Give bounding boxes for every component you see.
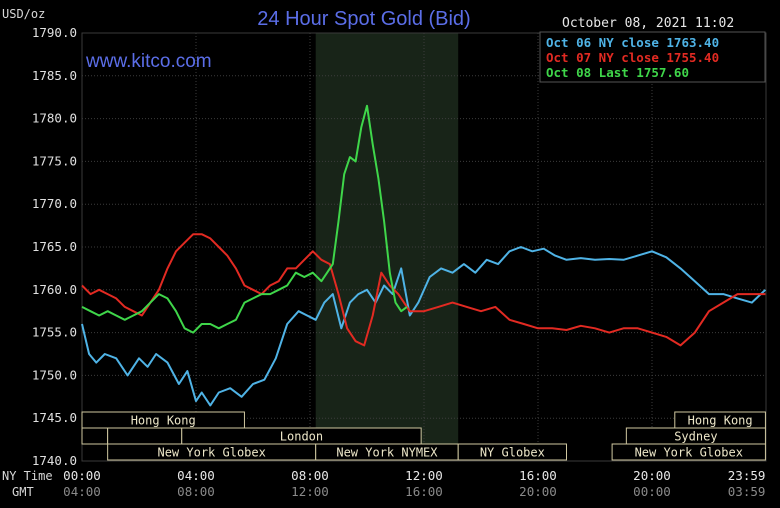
x-tick-ny: 08:00 — [291, 468, 329, 483]
y-tick-label: 1780.0 — [32, 111, 77, 126]
y-axis-label: USD/oz — [2, 7, 45, 21]
y-axis-ticks: 1790.0 1785.0 1780.0 1775.0 1770.0 1765.0 1760… — [32, 25, 77, 468]
x-tick-gmt: 16:00 — [405, 484, 443, 499]
legend-oct08: Oct 08 Last 1757.60 — [546, 65, 689, 80]
y-tick-label: 1740.0 — [32, 453, 77, 468]
x-tick-gmt: 00:00 — [633, 484, 671, 499]
y-tick-label: 1785.0 — [32, 68, 77, 83]
legend-oct06: Oct 06 NY close 1763.40 — [546, 35, 719, 50]
x-tick-gmt: 08:00 — [177, 484, 215, 499]
y-tick-label: 1745.0 — [32, 410, 77, 425]
session-label: Sydney — [674, 430, 717, 444]
y-tick-label: 1750.0 — [32, 367, 77, 382]
plot-frame — [81, 32, 767, 462]
market-sessions: Hong Kong London New York Globex New York N… — [81, 411, 766, 461]
x-tick-gmt: 12:00 — [291, 484, 329, 499]
session-label: Hong Kong — [131, 414, 196, 428]
ny-time-row-label: NY Time — [2, 469, 53, 483]
session-box — [81, 427, 109, 445]
x-tick-ny: 20:00 — [633, 468, 671, 483]
session-label: London — [280, 430, 323, 444]
x-tick-ny: 00:00 — [63, 468, 101, 483]
session-box — [457, 443, 568, 461]
chart-title: 24 Hour Spot Gold (Bid) — [257, 8, 470, 30]
chart-datetime: October 08, 2021 11:02 — [562, 16, 734, 31]
session-label: New York NYMEX — [336, 446, 438, 460]
y-tick-label: 1760.0 — [32, 282, 77, 297]
session-label: New York Globex — [157, 446, 265, 460]
x-tick-ny: 23:59 — [728, 468, 766, 483]
y-tick-label: 1765.0 — [32, 239, 77, 254]
x-tick-gmt: 04:00 — [63, 484, 101, 499]
y-tick-label: 1755.0 — [32, 325, 77, 340]
gmt-row-label: GMT — [12, 485, 34, 499]
x-axis-ticks: 00:0004:0004:0008:0008:0012:0012:0016:00… — [63, 468, 765, 499]
y-tick-label: 1770.0 — [32, 196, 77, 211]
series-line-2 — [81, 104, 408, 334]
watermark-url: www.kitco.com — [85, 51, 212, 72]
session-box — [107, 427, 183, 445]
y-tick-label: 1775.0 — [32, 153, 77, 168]
series-lines — [81, 104, 767, 407]
session-label: NY Globex — [480, 446, 545, 460]
legend-oct07: Oct 07 NY close 1755.40 — [546, 50, 719, 65]
x-tick-ny: 04:00 — [177, 468, 215, 483]
x-tick-gmt: 03:59 — [728, 484, 766, 499]
x-tick-gmt: 20:00 — [519, 484, 557, 499]
series-line-0 — [81, 246, 767, 407]
session-box — [611, 443, 766, 461]
x-tick-ny: 12:00 — [405, 468, 443, 483]
session-label: New York Globex — [635, 446, 743, 460]
x-tick-ny: 16:00 — [519, 468, 557, 483]
session-label: Hong Kong — [688, 414, 753, 428]
y-tick-label: 1790.0 — [32, 25, 77, 40]
legend-box — [539, 31, 766, 83]
series-line-1 — [81, 233, 766, 347]
legend: Oct 06 NY close 1763.40 Oct 07 NY close … — [539, 31, 766, 83]
